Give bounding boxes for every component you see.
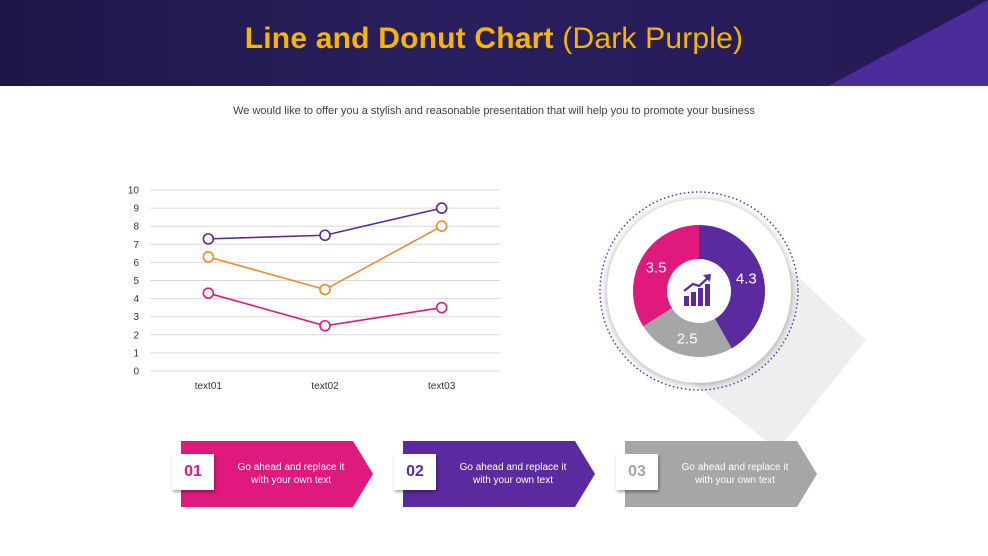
y-tick-label: 2 (133, 330, 139, 341)
donut-slice (699, 225, 765, 349)
step-text-line2: with your own text (472, 475, 554, 486)
x-tick-label: text03 (428, 381, 456, 392)
data-point (202, 287, 215, 299)
donut-slice (633, 225, 699, 327)
y-tick-label: 7 (133, 240, 139, 251)
data-point (202, 251, 215, 263)
data-point (435, 220, 448, 232)
step-number: 01 (172, 454, 214, 490)
donut-dotted-ring (599, 191, 799, 391)
y-tick-label: 10 (128, 186, 140, 197)
step-text: Go ahead and replace it with your own te… (448, 461, 578, 487)
data-point (435, 202, 448, 214)
step-number: 02 (394, 454, 436, 490)
donut-slice (643, 308, 732, 357)
step-arrow-shape (403, 441, 595, 507)
data-point (435, 301, 448, 314)
y-tick-label: 6 (133, 258, 139, 269)
step-arrow-shape (625, 441, 817, 507)
title-light: (Dark Purple) (562, 22, 744, 55)
data-point (319, 229, 331, 242)
slice-label: 3.5 (646, 259, 667, 276)
growth-chart-icon (683, 274, 711, 306)
y-tick-label: 3 (133, 312, 139, 323)
subtitle: We would like to offer you a stylish and… (233, 105, 755, 117)
step-text: Go ahead and replace it with your own te… (670, 461, 800, 487)
y-tick-label: 0 (133, 367, 139, 378)
step-text-line1: Go ahead and replace it (459, 462, 567, 473)
step-card-01: 01 Go ahead and replace it with your own… (172, 441, 373, 507)
step-text-line1: Go ahead and replace it (237, 462, 345, 473)
step-card-02: 02 Go ahead and replace it with your own… (394, 441, 595, 507)
y-tick-label: 8 (133, 222, 139, 233)
y-tick-label: 5 (133, 276, 139, 287)
slice-label: 2.5 (677, 331, 698, 348)
y-tick-label: 1 (133, 348, 139, 359)
y-tick-label: 9 (133, 204, 139, 215)
step-text: Go ahead and replace it with your own te… (226, 461, 356, 487)
data-point (319, 319, 331, 332)
step-text-line2: with your own text (250, 475, 332, 486)
page-title: Line and Donut Chart (Dark Purple) (0, 22, 988, 56)
x-tick-label: text01 (195, 381, 223, 392)
step-number: 03 (616, 454, 658, 490)
step-text-line1: Go ahead and replace it (681, 462, 789, 473)
y-tick-label: 4 (133, 294, 139, 305)
data-point (319, 283, 331, 296)
step-arrow-shape (181, 441, 373, 507)
x-tick-label: text02 (311, 381, 339, 392)
title-bold: Line and Donut Chart (244, 22, 554, 55)
step-text-line2: with your own text (694, 475, 776, 486)
header-banner (0, 0, 988, 86)
step-card-03: 03 Go ahead and replace it with your own… (616, 441, 817, 507)
data-point (202, 233, 215, 245)
header-accent-triangle (828, 0, 988, 86)
slice-label: 4.3 (736, 270, 757, 287)
